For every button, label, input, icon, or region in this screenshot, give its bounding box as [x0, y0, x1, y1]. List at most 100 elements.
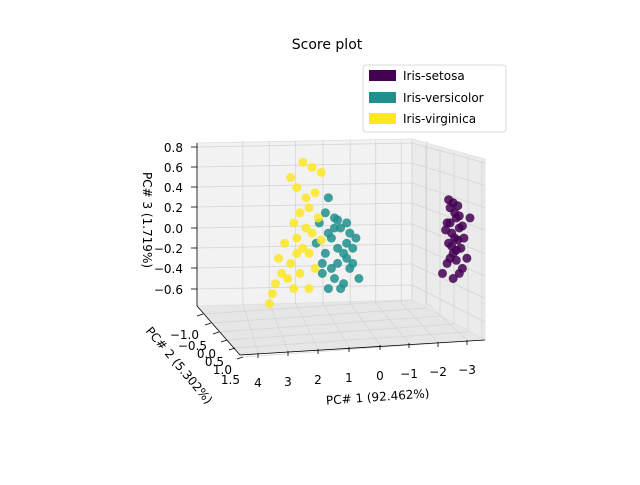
tick-marks — [191, 146, 468, 360]
scatter-point-iris-versicolor — [342, 218, 352, 228]
scatter-point-iris-virginica — [292, 183, 302, 193]
scatter-point-iris-virginica — [304, 284, 314, 294]
y-tick-label: 0.0 — [197, 347, 216, 361]
scatter-point-iris-versicolor — [354, 274, 364, 283]
scatter-point-iris-virginica — [277, 268, 287, 278]
z-grid-line — [196, 142, 413, 148]
scatter-point-iris-virginica — [304, 203, 314, 213]
scatter-point-iris-virginica — [292, 248, 302, 258]
x-tick-label: −3 — [458, 363, 476, 377]
x-tick-label: −2 — [429, 365, 447, 379]
z-tick-label: −0.2 — [154, 242, 183, 256]
scatter-point-iris-virginica — [295, 268, 305, 278]
scatter-point-iris-virginica — [289, 218, 299, 228]
scatter-point-iris-virginica — [316, 235, 326, 245]
z-tick-label: 0.2 — [164, 201, 183, 215]
scatter-point-iris-setosa — [462, 253, 472, 263]
x-tick-label: −1 — [400, 367, 418, 381]
scatter-point-iris-versicolor — [323, 193, 333, 203]
scatter-point-iris-virginica — [316, 167, 326, 177]
scatter-point-iris-setosa — [451, 245, 461, 255]
x-grid-line — [426, 302, 468, 341]
scatter-point-iris-virginica — [298, 243, 308, 253]
z-grid-line — [411, 284, 486, 323]
scatter-point-iris-setosa — [442, 258, 452, 268]
scatter-point-iris-setosa — [448, 274, 458, 283]
scatter-point-iris-versicolor — [323, 284, 333, 294]
y-grid-line — [202, 299, 413, 315]
y-grid-line — [210, 307, 427, 324]
scatter-point-iris-virginica — [274, 253, 283, 263]
scatter-point-iris-setosa — [441, 225, 451, 235]
scatter-point-iris-virginica — [295, 208, 305, 218]
scatter-point-iris-versicolor — [348, 258, 358, 268]
y-tick-label: −0.5 — [178, 339, 207, 353]
scatter-point-iris-setosa — [453, 201, 463, 211]
scatter-point-iris-virginica — [264, 299, 274, 309]
scatter-point-iris-virginica — [307, 228, 317, 238]
y-tick-mark — [228, 347, 236, 351]
scatter-points — [264, 157, 475, 309]
scatter-point-iris-setosa — [457, 221, 467, 231]
scatter-point-iris-versicolor — [333, 215, 343, 225]
scatter-point-iris-virginica — [307, 162, 317, 172]
y-grid-line — [234, 331, 469, 349]
x-grid-line — [322, 302, 350, 348]
z-axis-label: PC# 3 (1.719%) — [140, 172, 154, 268]
z-grid-line — [411, 162, 486, 186]
scatter-point-iris-versicolor — [345, 228, 355, 238]
legend-swatch-setosa — [369, 70, 396, 81]
scatter-point-iris-virginica — [280, 238, 290, 248]
scatter-point-iris-virginica — [267, 289, 277, 299]
legend-swatch-virginica — [369, 113, 396, 124]
y-tick-label: −1.0 — [170, 328, 199, 342]
scatter-point-iris-versicolor — [339, 248, 349, 258]
scatter-point-iris-versicolor — [326, 263, 336, 273]
scatter-point-iris-versicolor — [342, 238, 352, 248]
scatter-point-iris-virginica — [304, 248, 314, 258]
scatter-point-iris-virginica — [298, 157, 308, 167]
scatter-point-iris-versicolor — [323, 228, 333, 238]
scatter-point-iris-versicolor — [333, 258, 343, 268]
y-grid-line — [226, 323, 455, 341]
x-tick-label: 0 — [376, 369, 384, 383]
z-grid-line — [411, 263, 486, 299]
z-tick-label: 0.0 — [164, 222, 183, 236]
scatter-point-iris-virginica — [292, 233, 302, 243]
legend-swatch-versicolor — [369, 92, 396, 103]
y-tick-mark — [204, 322, 212, 326]
y-tick-mark — [220, 339, 228, 343]
scatter-point-iris-virginica — [286, 173, 296, 182]
scatter-point-iris-versicolor — [320, 248, 330, 258]
y-grid-line — [218, 315, 441, 333]
legend: Iris-setosa Iris-versicolor Iris-virgini… — [362, 64, 507, 133]
z-tick-label: −0.4 — [154, 262, 183, 276]
scatter-point-iris-virginica — [283, 274, 293, 283]
scatter-point-iris-virginica — [286, 258, 296, 268]
z-tick-label: 0.4 — [164, 181, 183, 195]
scatter-point-iris-versicolor — [348, 243, 358, 253]
scatter-point-iris-versicolor — [333, 243, 343, 253]
x-tick-label: 1 — [345, 371, 353, 385]
scatter-point-iris-setosa — [459, 233, 469, 243]
scatter-point-iris-setosa — [454, 211, 464, 221]
x-axis-label: PC# 1 (92.462%) — [326, 386, 430, 407]
scatter-point-iris-virginica — [270, 279, 280, 289]
scatter-point-iris-virginica — [310, 263, 320, 273]
scatter-point-iris-setosa — [438, 268, 447, 278]
z-grid-line — [411, 202, 486, 231]
y-tick-label: 1.5 — [221, 373, 240, 387]
legend-label-virginica: Iris-virginica — [403, 112, 476, 126]
scatter-point-iris-setosa — [451, 255, 461, 265]
y-tick-label: 1.0 — [213, 363, 232, 377]
z-grid-line — [196, 202, 413, 208]
x-tick-label: 3 — [284, 375, 292, 389]
legend-box — [362, 64, 507, 133]
z-grid-line — [196, 182, 413, 188]
z-grid-line — [411, 142, 486, 164]
x-tick-label: 4 — [254, 376, 262, 390]
z-grid-line — [196, 263, 413, 269]
legend-label-versicolor: Iris-versicolor — [403, 91, 484, 105]
x-grid-line — [268, 302, 289, 352]
